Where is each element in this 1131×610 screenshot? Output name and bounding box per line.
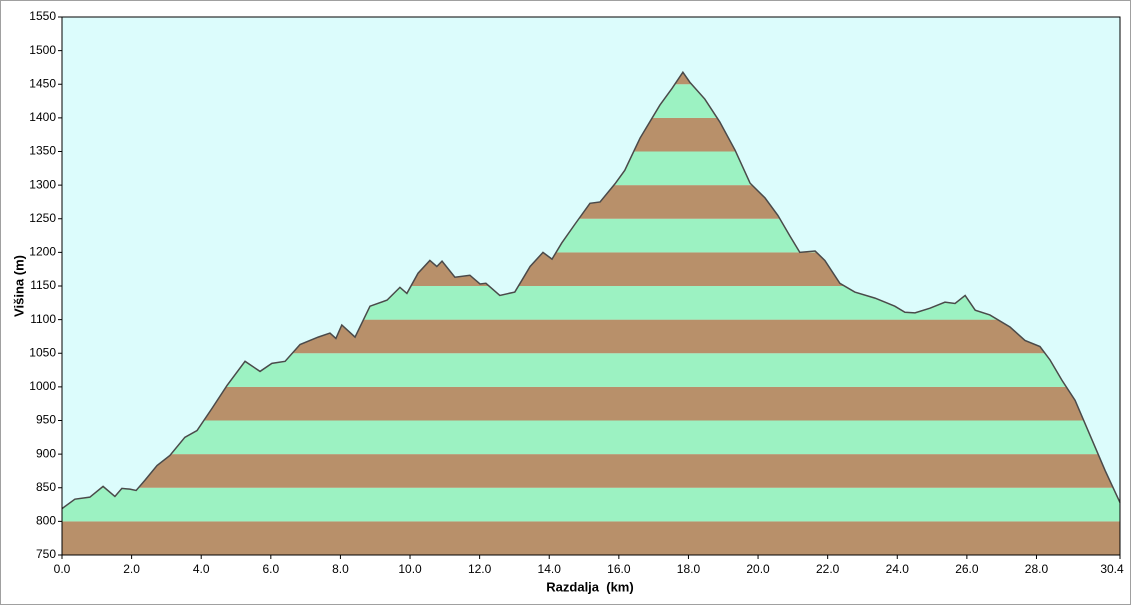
x-tick-label: 22.0 — [816, 562, 840, 576]
elevation-band — [62, 487, 1120, 522]
y-tick-label: 1350 — [29, 144, 56, 158]
x-tick-label: 8.0 — [332, 562, 349, 576]
x-tick-label: 18.0 — [677, 562, 701, 576]
y-tick-label: 1450 — [29, 76, 56, 90]
x-tick-label: 16.0 — [607, 562, 631, 576]
x-tick-label: 2.0 — [123, 562, 140, 576]
x-tick-label: 30.4 — [1100, 562, 1124, 576]
elevation-band — [62, 420, 1120, 455]
y-tick-label: 850 — [36, 480, 56, 494]
x-tick-label: 28.0 — [1025, 562, 1049, 576]
y-tick-label: 800 — [36, 514, 56, 528]
y-tick-label: 1000 — [29, 379, 56, 393]
x-axis-label: Razdalja (km) — [546, 579, 633, 594]
x-tick-label: 20.0 — [746, 562, 770, 576]
y-axis-label: Višina (m) — [11, 255, 26, 317]
elevation-band — [62, 454, 1120, 488]
y-tick-label: 950 — [36, 413, 56, 427]
y-tick-label: 900 — [36, 446, 56, 460]
elevation-line — [61, 70, 1121, 510]
x-tick-label: 24.0 — [886, 562, 910, 576]
elevation-band — [62, 521, 1120, 555]
elevation-band — [62, 386, 1120, 421]
y-tick-label: 1500 — [29, 43, 56, 57]
x-tick-label: 0.0 — [54, 562, 71, 576]
x-tick-label: 12.0 — [468, 562, 492, 576]
y-tick-label: 1300 — [29, 177, 56, 191]
x-tick-label: 26.0 — [955, 562, 979, 576]
y-tick-label: 1250 — [29, 211, 56, 225]
y-tick-label: 1050 — [29, 345, 56, 359]
y-tick-label: 1400 — [29, 110, 56, 124]
y-tick-label: 1100 — [30, 312, 56, 326]
y-tick-label: 750 — [36, 547, 56, 561]
y-tick-label: 1200 — [29, 245, 56, 259]
x-tick-label: 4.0 — [193, 562, 210, 576]
x-tick-label: 6.0 — [262, 562, 279, 576]
x-tick-label: 10.0 — [398, 562, 422, 576]
y-tick-label: 1550 — [29, 9, 56, 23]
x-tick-label: 14.0 — [538, 562, 562, 576]
y-tick-label: 1150 — [30, 278, 56, 292]
